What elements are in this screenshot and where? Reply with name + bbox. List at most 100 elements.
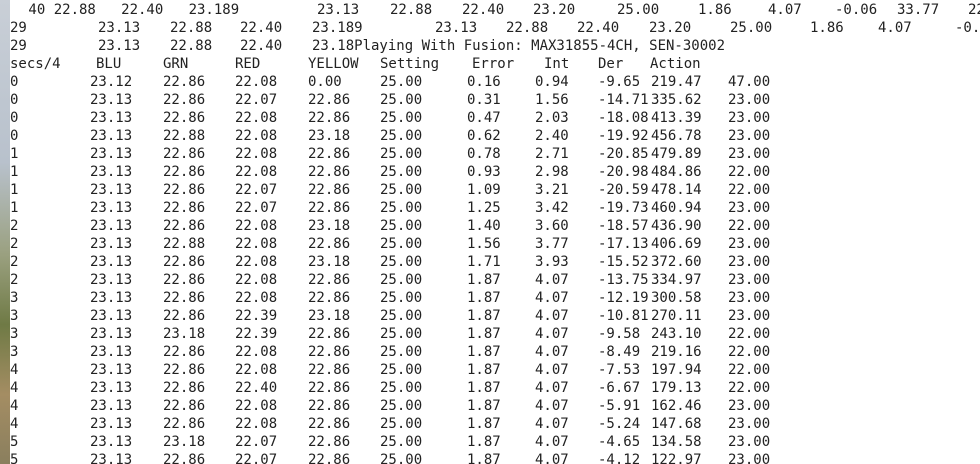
- data-row-cell: 4.07: [535, 308, 569, 324]
- data-row-cell: 22.86: [163, 146, 206, 162]
- data-row-cell: 23.18: [308, 254, 351, 270]
- data-row-cell: 22.08: [235, 110, 278, 126]
- column-header-row-cell: secs/4: [10, 56, 61, 72]
- data-row-cell: 1.25: [467, 200, 501, 216]
- data-row-cell: 22.86: [163, 398, 206, 414]
- data-row-cell: 25.00: [380, 452, 423, 464]
- data-row-cell: 23.00: [728, 398, 771, 414]
- data-row-cell: 0: [10, 128, 19, 144]
- data-row-cell: -20.59: [598, 182, 649, 198]
- data-row: 0 23.13 22.88 22.08 23.18 25.00 0.62 2.40 -19.92…: [10, 127, 980, 145]
- data-row-cell: 22.86: [308, 272, 351, 288]
- data-row-cell: 22.39: [235, 308, 278, 324]
- data-row-cell: -13.75: [598, 272, 649, 288]
- data-row-cell: -4.12: [598, 452, 641, 464]
- data-row: 2 23.13 22.86 22.08 23.18 25.00 1.40 3.60 -18.57…: [10, 217, 980, 235]
- data-row-cell: 22.88: [163, 128, 206, 144]
- data-row-cell: -6.67: [598, 380, 641, 396]
- data-row-cell: 25.00: [380, 308, 423, 324]
- data-row-cell: 25.00: [380, 434, 423, 450]
- data-row-cell: 22.86: [308, 344, 351, 360]
- data-row-cell: 134.58: [651, 434, 702, 450]
- serial-monitor-output[interactable]: 40 22.88 22.40 23.189 23.13 22.88 22.40 23.2…: [10, 0, 980, 464]
- output-line: 40 22.88 22.40 23.189 23.13 22.88 22.40 23.2…: [10, 1, 980, 19]
- data-row-cell: 4: [10, 398, 19, 414]
- data-row-cell: 22.08: [235, 128, 278, 144]
- data-row-cell: 4.07: [535, 290, 569, 306]
- data-row-cell: 3: [10, 308, 19, 324]
- output-line-cell: 25.00: [617, 2, 660, 18]
- data-row-cell: 23.13: [90, 272, 133, 288]
- data-row-cell: 23.00: [728, 200, 771, 216]
- output-line-cell: 23.20: [649, 20, 692, 36]
- data-row-cell: 22.08: [235, 416, 278, 432]
- data-row-cell: 22.86: [163, 164, 206, 180]
- data-row-cell: 23.13: [90, 128, 133, 144]
- data-row-cell: 25.00: [380, 146, 423, 162]
- data-row-cell: -18.57: [598, 218, 649, 234]
- data-row-cell: 23.13: [90, 398, 133, 414]
- data-row-cell: 4: [10, 380, 19, 396]
- data-row-cell: 22.07: [235, 434, 278, 450]
- column-header-row: secs/4 BLU GRN RED YELLOW Setting Error Int Der A…: [10, 55, 980, 73]
- data-row-cell: 23.13: [90, 452, 133, 464]
- data-row-cell: -14.71: [598, 92, 649, 108]
- data-row-cell: -17.13: [598, 236, 649, 252]
- data-row-cell: 23.18: [308, 128, 351, 144]
- data-row-cell: 23.00: [728, 452, 771, 464]
- data-row-cell: 25.00: [380, 344, 423, 360]
- data-row-cell: 25.00: [380, 380, 423, 396]
- data-row-cell: 22.86: [308, 416, 351, 432]
- data-row-cell: 3: [10, 326, 19, 342]
- data-row-cell: 334.97: [651, 272, 702, 288]
- data-row-cell: -5.91: [598, 398, 641, 414]
- data-row-cell: 0.47: [467, 110, 501, 126]
- data-row-cell: 23.00: [728, 416, 771, 432]
- data-row-cell: 4.07: [535, 344, 569, 360]
- data-row-cell: 2.40: [535, 128, 569, 144]
- data-row-cell: 22.00: [728, 380, 771, 396]
- data-row-cell: 2.98: [535, 164, 569, 180]
- data-row-cell: 22.00: [728, 326, 771, 342]
- data-row-cell: 25.00: [380, 416, 423, 432]
- data-row-cell: 484.86: [651, 164, 702, 180]
- data-row-cell: 5: [10, 452, 19, 464]
- data-row: 3 23.13 22.86 22.08 22.86 25.00 1.87 4.07 -12.19…: [10, 289, 980, 307]
- data-row-cell: 2: [10, 218, 19, 234]
- data-row-cell: 22.86: [308, 398, 351, 414]
- data-row: 4 23.13 22.86 22.08 22.86 25.00 1.87 4.07 -5.24 1…: [10, 415, 980, 433]
- data-row-cell: 179.13: [651, 380, 702, 396]
- data-row-cell: -8.49: [598, 344, 641, 360]
- data-row-cell: 23.13: [90, 380, 133, 396]
- data-row-cell: 3.77: [535, 236, 569, 252]
- output-line: 29 23.13 22.88 22.40 23.18Playing With Fusio…: [10, 37, 980, 55]
- data-row-cell: 3: [10, 344, 19, 360]
- data-row: 3 23.13 22.86 22.08 22.86 25.00 1.87 4.07 -8.49 2…: [10, 343, 980, 361]
- data-row: 1 23.13 22.86 22.07 22.86 25.00 1.09 3.21 -20.59…: [10, 181, 980, 199]
- data-row-cell: 22.86: [163, 254, 206, 270]
- data-row-cell: 22.86: [163, 290, 206, 306]
- data-row-cell: 22.07: [235, 92, 278, 108]
- data-row-cell: 23.00: [728, 146, 771, 162]
- data-row-cell: -4.65: [598, 434, 641, 450]
- output-line-cell: 29: [10, 38, 27, 54]
- data-row-cell: 0.93: [467, 164, 501, 180]
- data-row-cell: 25.00: [380, 398, 423, 414]
- data-row-cell: 22.86: [163, 218, 206, 234]
- data-row-cell: 22.07: [235, 182, 278, 198]
- data-row-cell: 1.40: [467, 218, 501, 234]
- output-line-cell: 1.86: [810, 20, 844, 36]
- column-header-row-cell: Action: [650, 56, 701, 72]
- data-row-cell: 3.60: [535, 218, 569, 234]
- data-row-cell: 1.87: [467, 434, 501, 450]
- data-row-cell: 413.39: [651, 110, 702, 126]
- data-row-cell: 22.86: [163, 452, 206, 464]
- output-line-cell: 22.40: [577, 20, 620, 36]
- data-row-cell: 22.08: [235, 272, 278, 288]
- column-header-row-cell: Der: [598, 56, 624, 72]
- data-row-cell: 23.00: [728, 110, 771, 126]
- data-row-cell: -20.98: [598, 164, 649, 180]
- data-row-cell: 22.08: [235, 398, 278, 414]
- data-row-cell: -19.73: [598, 200, 649, 216]
- data-row-cell: 1.87: [467, 308, 501, 324]
